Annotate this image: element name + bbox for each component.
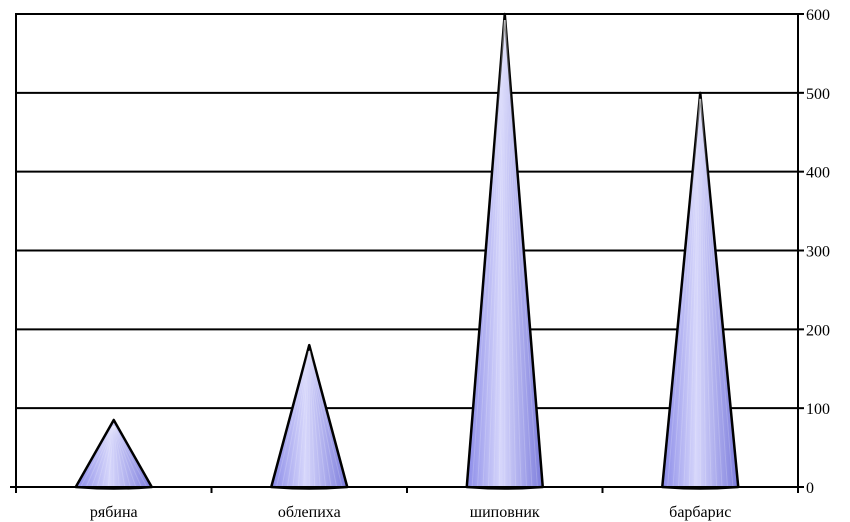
cone-rib <box>113 425 126 487</box>
y-ticks: 0 100 200 300 400 500 600 <box>798 7 830 497</box>
cone-rib <box>113 425 142 487</box>
cone-rib <box>477 19 505 487</box>
cone-rib <box>308 351 321 487</box>
cone-bar <box>465 12 544 490</box>
cone-rib <box>482 19 505 487</box>
x-tick-label: облепиха <box>278 504 341 521</box>
x-tick-label: шиповник <box>470 504 540 521</box>
cone-rib <box>504 19 538 487</box>
cone-rib <box>504 19 522 487</box>
cone-rib <box>309 350 343 487</box>
cone-rib <box>113 425 131 487</box>
plot-area <box>15 12 799 490</box>
cone-rib <box>700 98 728 487</box>
x-labels: рябина облепиха шиповник барбарис <box>90 504 731 521</box>
cone-rib <box>504 19 527 487</box>
x-ticks <box>15 487 799 493</box>
cone-rib <box>504 19 511 487</box>
cone-rib <box>504 19 533 487</box>
x-tick-label: рябина <box>90 504 138 521</box>
cone-rib <box>276 350 310 487</box>
cone-bar <box>661 91 740 490</box>
y-tick-label: 0 <box>806 480 814 497</box>
cone-bar <box>270 343 349 490</box>
cone-rib <box>471 19 505 487</box>
cone-rib <box>297 351 310 487</box>
cone-rib <box>498 19 506 487</box>
cone-rib <box>292 351 310 487</box>
cone-rib <box>700 98 734 487</box>
cone-rib <box>80 425 114 487</box>
cone-rib <box>113 425 120 487</box>
y-tick-label: 600 <box>806 7 830 24</box>
cone-rib <box>91 425 114 487</box>
cone-rib <box>309 351 332 487</box>
cone-rib <box>672 98 701 487</box>
cone-rib <box>694 98 701 487</box>
cone-rib <box>113 425 147 487</box>
cone-rib <box>96 425 114 487</box>
cone-rib <box>699 98 712 487</box>
cone-rib <box>688 98 701 487</box>
cone-rib <box>107 425 115 487</box>
cone-rib <box>102 425 115 487</box>
cone-rib <box>308 351 316 487</box>
cone-rib <box>309 351 337 487</box>
cone-rib <box>487 19 505 487</box>
cone-rib <box>287 351 310 487</box>
cone-rib <box>309 351 327 487</box>
y-axis: 0 100 200 300 400 500 600 <box>797 7 830 497</box>
y-tick-label: 300 <box>806 244 830 261</box>
y-tick-label: 200 <box>806 322 830 339</box>
cone-rib <box>699 98 707 487</box>
x-tick-label: барбарис <box>669 504 731 521</box>
cone-rib <box>667 98 701 487</box>
cone-bars <box>74 12 740 490</box>
grid-lines <box>16 91 798 410</box>
cone-rib <box>86 425 114 487</box>
cone-rib <box>281 351 310 487</box>
x-axis: рябина облепиха шиповник барбарис <box>10 486 799 521</box>
cone-rib <box>493 19 506 487</box>
cone-rib <box>504 19 517 487</box>
cone-rib <box>683 98 701 487</box>
cone-rib <box>700 98 718 487</box>
y-tick-label: 400 <box>806 165 830 182</box>
cone-bar <box>74 418 153 490</box>
y-tick-label: 100 <box>806 401 830 418</box>
y-tick-label: 500 <box>806 86 830 103</box>
cone-rib <box>303 351 310 487</box>
cone-rib <box>700 98 723 487</box>
cone-rib <box>678 98 701 487</box>
cone-rib <box>113 425 136 487</box>
